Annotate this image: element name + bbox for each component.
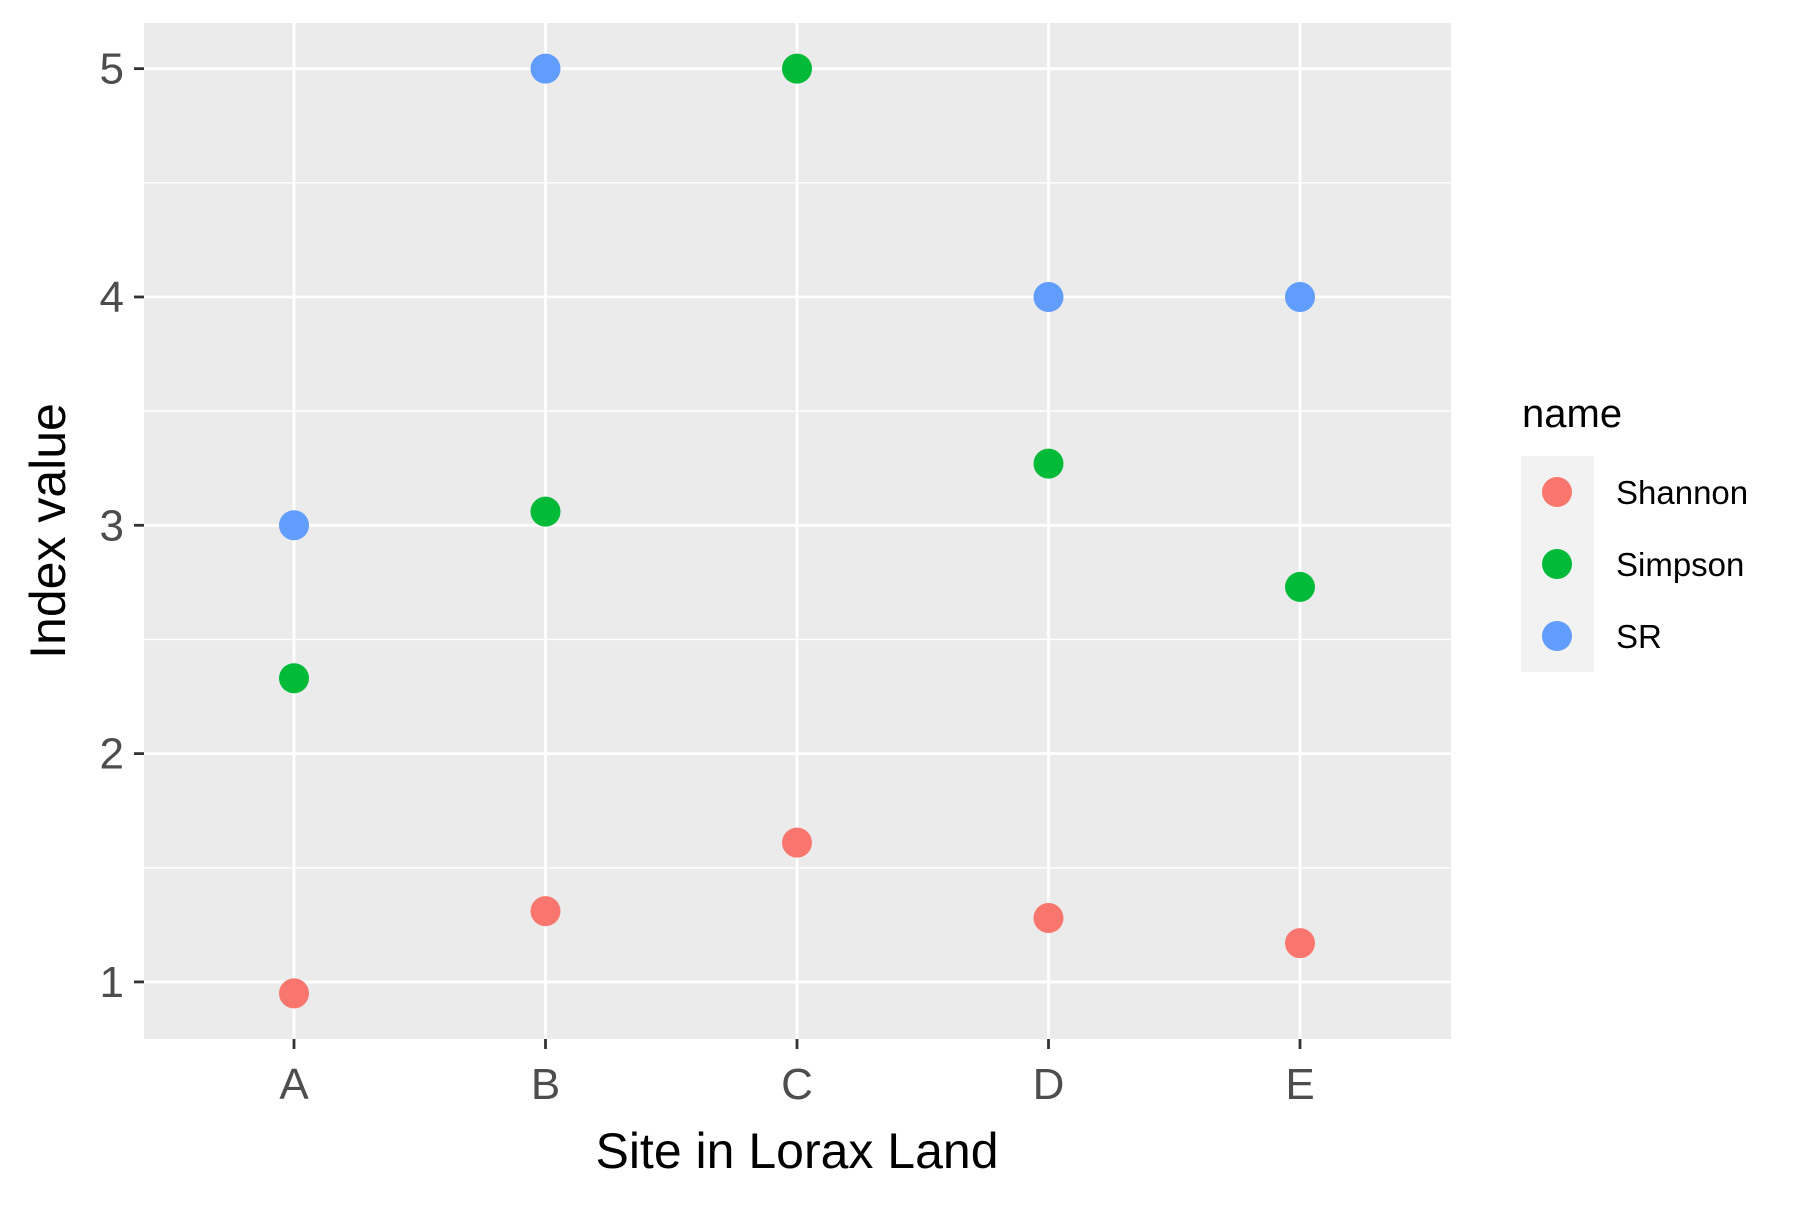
- data-point-simpson: [1033, 448, 1064, 479]
- legend-label: Shannon: [1616, 474, 1748, 511]
- data-point-shannon: [782, 827, 812, 858]
- legend-key-sr: [1542, 621, 1572, 651]
- data-point-sr: [530, 53, 561, 84]
- x-tick-label: D: [1033, 1060, 1065, 1109]
- legend-label: Simpson: [1616, 546, 1744, 583]
- x-tick-label: A: [279, 1060, 309, 1109]
- x-axis-title: Site in Lorax Land: [595, 1123, 998, 1179]
- legend-title: name: [1522, 392, 1622, 436]
- legend-items: Shannon Simpson SR: [1542, 474, 1748, 655]
- data-point-sr: [279, 510, 309, 541]
- data-point-simpson: [782, 53, 812, 84]
- data-point-simpson: [530, 496, 561, 527]
- x-axis: A B C D E: [279, 1039, 1315, 1109]
- y-tick-label: 5: [100, 45, 124, 94]
- y-axis-title: Index value: [20, 403, 76, 659]
- data-point-simpson: [1285, 571, 1315, 602]
- legend-key-simpson: [1542, 549, 1572, 579]
- data-point-sr: [1285, 281, 1315, 312]
- legend-label: SR: [1616, 618, 1662, 655]
- data-point-simpson: [279, 663, 309, 694]
- x-tick-label: C: [781, 1060, 813, 1109]
- legend-key-shannon: [1542, 477, 1572, 507]
- x-tick-label: E: [1285, 1060, 1314, 1109]
- legend: name Shannon Simpson SR: [1521, 392, 1748, 672]
- y-tick-label: 2: [100, 730, 124, 779]
- data-point-shannon: [1285, 928, 1315, 959]
- y-tick-label: 4: [100, 273, 124, 322]
- data-point-sr: [1033, 281, 1064, 312]
- data-point-shannon: [279, 978, 309, 1009]
- y-tick-label: 1: [100, 958, 124, 1007]
- y-axis: 1 2 3 4 5: [100, 45, 144, 1007]
- y-tick-label: 3: [100, 501, 124, 550]
- x-tick-label: B: [531, 1060, 560, 1109]
- data-point-shannon: [1033, 902, 1064, 933]
- data-point-shannon: [530, 896, 561, 927]
- data-points: [279, 53, 1315, 1009]
